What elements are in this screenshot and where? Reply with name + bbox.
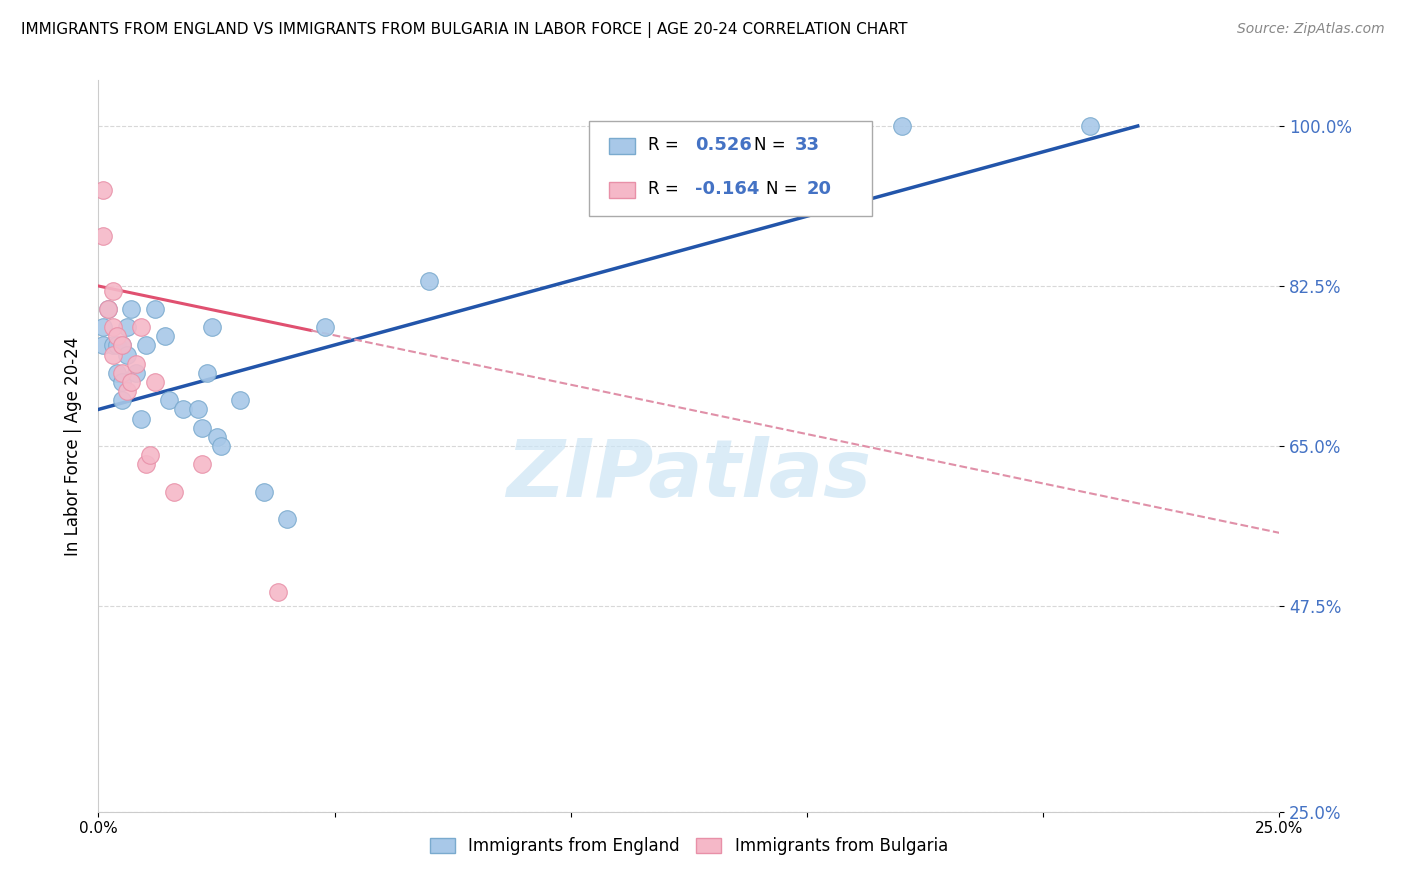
- Point: [135, 338, 157, 352]
- Point: [125, 366, 148, 380]
- Point: [129, 411, 152, 425]
- Point: [115, 320, 138, 334]
- Point: [101, 320, 124, 334]
- Point: [187, 402, 209, 417]
- Point: [143, 301, 166, 316]
- Point: [229, 393, 252, 408]
- Point: [101, 284, 124, 298]
- Text: ZIPatlas: ZIPatlas: [506, 436, 872, 515]
- Point: [139, 448, 162, 462]
- Y-axis label: In Labor Force | Age 20-24: In Labor Force | Age 20-24: [63, 336, 82, 556]
- Point: [1080, 119, 1102, 133]
- Point: [111, 393, 134, 408]
- Point: [111, 366, 134, 380]
- Point: [143, 375, 166, 389]
- Point: [135, 458, 157, 472]
- Point: [111, 338, 134, 352]
- Point: [115, 384, 138, 399]
- Point: [153, 329, 176, 343]
- Point: [267, 585, 290, 599]
- Point: [105, 366, 128, 380]
- Text: Source: ZipAtlas.com: Source: ZipAtlas.com: [1237, 22, 1385, 37]
- Point: [125, 357, 148, 371]
- FancyBboxPatch shape: [589, 120, 872, 216]
- Text: 20: 20: [807, 179, 832, 197]
- Text: 0.526: 0.526: [695, 136, 752, 153]
- Point: [101, 338, 124, 352]
- Point: [418, 275, 440, 289]
- Point: [105, 329, 128, 343]
- FancyBboxPatch shape: [609, 182, 634, 198]
- Point: [129, 320, 152, 334]
- Point: [121, 375, 143, 389]
- Point: [191, 420, 214, 434]
- Point: [91, 228, 114, 243]
- Point: [91, 338, 114, 352]
- Point: [157, 393, 180, 408]
- Point: [121, 301, 143, 316]
- Point: [101, 348, 124, 362]
- Point: [97, 301, 120, 316]
- Point: [253, 484, 276, 499]
- Point: [195, 366, 218, 380]
- Point: [201, 320, 224, 334]
- Point: [105, 338, 128, 352]
- Point: [91, 320, 114, 334]
- Point: [115, 348, 138, 362]
- Text: R =: R =: [648, 179, 683, 197]
- Text: -0.164: -0.164: [695, 179, 759, 197]
- Point: [91, 183, 114, 197]
- Point: [172, 402, 194, 417]
- Text: N =: N =: [766, 179, 803, 197]
- Text: R =: R =: [648, 136, 683, 153]
- Legend: Immigrants from England, Immigrants from Bulgaria: Immigrants from England, Immigrants from…: [423, 830, 955, 862]
- Point: [209, 439, 232, 453]
- Point: [163, 484, 186, 499]
- Point: [314, 320, 336, 334]
- Point: [276, 512, 298, 526]
- Point: [97, 301, 120, 316]
- Point: [890, 119, 912, 133]
- FancyBboxPatch shape: [609, 138, 634, 154]
- Text: IMMIGRANTS FROM ENGLAND VS IMMIGRANTS FROM BULGARIA IN LABOR FORCE | AGE 20-24 C: IMMIGRANTS FROM ENGLAND VS IMMIGRANTS FR…: [21, 22, 908, 38]
- Text: N =: N =: [754, 136, 790, 153]
- Point: [111, 375, 134, 389]
- Point: [111, 338, 134, 352]
- Point: [205, 430, 228, 444]
- Point: [191, 458, 214, 472]
- Text: 33: 33: [796, 136, 820, 153]
